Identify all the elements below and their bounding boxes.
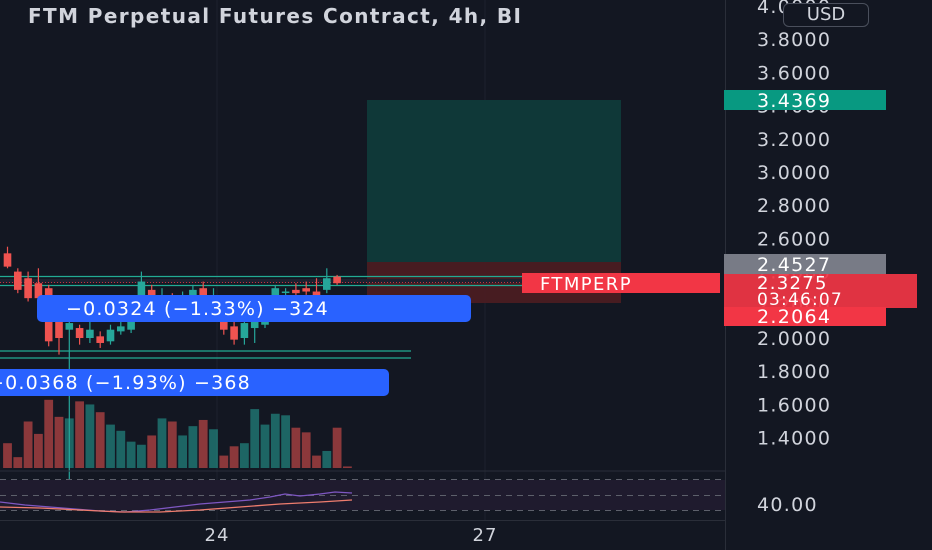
- price-label-stop-text: 2.4527: [757, 254, 831, 276]
- volume-bar: [322, 450, 332, 468]
- horizontal-levels[interactable]: [0, 275, 720, 359]
- measure-label-upper[interactable]: −0.0324 (−1.33%) −324: [37, 295, 471, 322]
- candle[interactable]: [323, 278, 331, 290]
- candle[interactable]: [292, 289, 300, 294]
- price-tick-label: 3.0000: [757, 162, 831, 184]
- candle[interactable]: [14, 271, 22, 290]
- price-label-countdown-text: 03:46:07: [757, 290, 843, 310]
- price-tick-label: 1.4000: [757, 428, 831, 450]
- price-tick-label: 2.6000: [757, 228, 831, 250]
- candle[interactable]: [86, 329, 94, 338]
- volume-bar: [229, 446, 239, 468]
- measure-label-lower[interactable]: −0.0368 (−1.93%) −368: [0, 369, 389, 396]
- volume-bar: [209, 429, 218, 468]
- volume-bar: [188, 426, 198, 468]
- volume-bar: [34, 433, 43, 468]
- candle[interactable]: [147, 289, 156, 300]
- candle[interactable]: [250, 321, 259, 329]
- volume-bar: [270, 413, 280, 468]
- volume-bar: [23, 421, 33, 468]
- candle[interactable]: [96, 336, 104, 343]
- price-label-stop: 2.4527: [724, 254, 886, 276]
- price-tick-label: 3.8000: [757, 29, 831, 51]
- volume-bar: [301, 432, 311, 468]
- volume-bar: [312, 455, 321, 468]
- candle[interactable]: [117, 326, 125, 332]
- symbol-label[interactable]: FTMPERP: [522, 273, 720, 295]
- price-label-last-text: 2.3275: [757, 273, 828, 294]
- price-tick-label: 3.2000: [757, 129, 831, 151]
- volume-bar: [126, 441, 136, 468]
- measure-label-lower-text: −0.0368 (−1.93%) −368: [0, 372, 251, 394]
- long-position-profit-zone[interactable]: [367, 100, 621, 262]
- volume-bars: [3, 399, 352, 468]
- volume-bar: [137, 444, 146, 468]
- price-tick-label: 1.6000: [757, 394, 831, 416]
- candle[interactable]: [34, 283, 43, 299]
- time-label-27: 27: [473, 525, 498, 546]
- price-label-last: 2.3275 03:46:07: [724, 273, 917, 310]
- price-label-entry-text: 2.2064: [757, 306, 831, 328]
- volume-bar: [75, 401, 84, 468]
- volume-bar: [106, 424, 115, 468]
- candle[interactable]: [75, 328, 84, 338]
- indicator-level-label: 40.00: [757, 494, 818, 516]
- price-label-entry: 2.2064: [724, 306, 886, 328]
- volume-bar: [157, 418, 167, 468]
- time-label-24: 24: [205, 525, 230, 546]
- candle[interactable]: [312, 291, 321, 297]
- candle[interactable]: [333, 276, 341, 284]
- volume-bar: [332, 427, 342, 468]
- indicator-line: [0, 491, 353, 513]
- candle[interactable]: [127, 321, 135, 330]
- volume-bar: [291, 427, 301, 468]
- volume-bar: [54, 416, 64, 468]
- volume-bar: [178, 435, 187, 468]
- candle[interactable]: [281, 291, 290, 294]
- candle[interactable]: [240, 323, 249, 338]
- indicator-pane[interactable]: [0, 470, 726, 513]
- candle[interactable]: [24, 278, 32, 299]
- candle[interactable]: [55, 321, 63, 338]
- volume-bar: [95, 412, 105, 468]
- currency-button[interactable]: USD: [783, 3, 869, 27]
- measure-label-upper-text: −0.0324 (−1.33%) −324: [66, 298, 329, 320]
- volume-bar: [260, 424, 270, 468]
- volume-bar: [85, 404, 95, 468]
- volume-bar: [281, 415, 290, 468]
- volume-bar: [3, 443, 12, 468]
- price-axis[interactable]: 4.00003.80003.60003.40003.20003.00002.80…: [757, 0, 831, 450]
- candle[interactable]: [3, 253, 12, 267]
- candle[interactable]: [65, 323, 74, 330]
- price-label-target: 3.4369: [724, 90, 886, 112]
- volume-bar: [147, 435, 157, 468]
- volume-bar: [13, 457, 23, 468]
- price-tick-label: 2.8000: [757, 195, 831, 217]
- price-tick-label: 1.8000: [757, 361, 831, 383]
- volume-bar: [44, 399, 54, 468]
- indicator-signal-line: [0, 499, 353, 513]
- symbol-label-text: FTMPERP: [540, 274, 632, 295]
- volume-bar: [219, 455, 229, 468]
- volume-bar: [343, 466, 352, 468]
- candle[interactable]: [230, 326, 238, 340]
- chart-title: FTM Perpetual Futures Contract, 4h, BI: [28, 4, 523, 28]
- price-label-target-text: 3.4369: [757, 90, 831, 112]
- candle[interactable]: [302, 288, 310, 292]
- volume-bar: [167, 421, 177, 468]
- volume-bar: [116, 430, 126, 468]
- price-tick-label: 2.0000: [757, 328, 831, 350]
- volume-bar: [240, 443, 249, 468]
- volume-bar: [250, 409, 260, 468]
- candle[interactable]: [106, 329, 115, 342]
- price-tick-label: 3.6000: [757, 62, 831, 84]
- volume-bar: [198, 419, 208, 468]
